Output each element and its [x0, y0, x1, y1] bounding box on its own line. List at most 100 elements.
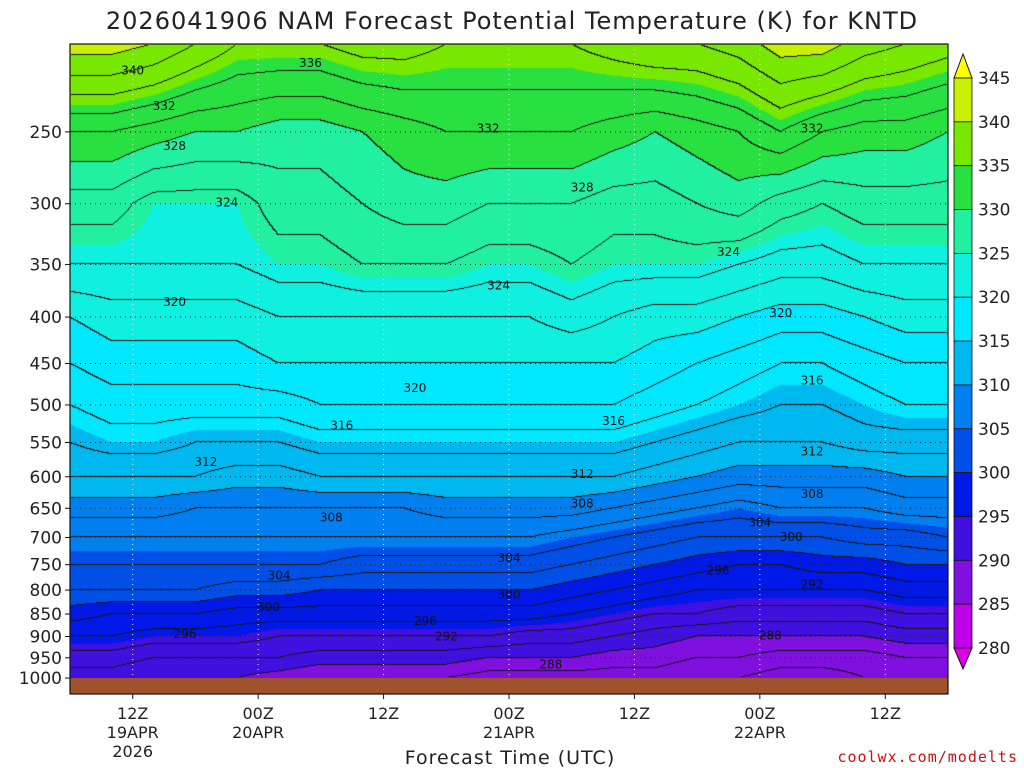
- colorbar-segment: [954, 253, 972, 297]
- x-tick-label: 12Z: [368, 704, 399, 723]
- contour-label: 320: [403, 381, 426, 395]
- y-tick-label: 300: [30, 195, 62, 215]
- contour-label: 328: [571, 181, 594, 195]
- contour-label: 304: [748, 516, 771, 530]
- x-tick-label: 00Z: [493, 704, 524, 723]
- colorbar-tick-label: 310: [978, 376, 1010, 396]
- x-tick-label: 19APR: [107, 723, 159, 742]
- contour-label: 320: [769, 306, 792, 320]
- colorbar-segment: [954, 78, 972, 122]
- colorbar-tick-label: 285: [978, 595, 1010, 615]
- contour-label: 288: [759, 629, 782, 643]
- contour-label: 316: [330, 419, 353, 433]
- y-tick-label: 650: [30, 499, 62, 519]
- contour-label: 308: [320, 510, 343, 524]
- y-axis: 2503003504004505005506006507007508008509…: [19, 123, 70, 689]
- credit-text: coolwx.com/modelts: [837, 748, 1018, 766]
- colorbar-tick-label: 300: [978, 464, 1010, 484]
- contour-label: 336: [299, 56, 322, 70]
- contour-label: 288: [539, 657, 562, 671]
- y-tick-label: 950: [30, 649, 62, 669]
- contour-label: 312: [801, 445, 824, 459]
- x-axis-label: Forecast Time (UTC): [405, 747, 615, 768]
- plot-area: 340 336 332 332 332 328 328 324 324 324 320 320 320 3…: [70, 44, 948, 694]
- y-tick-label: 800: [30, 581, 62, 601]
- colorbar-tick-label: 325: [978, 244, 1010, 264]
- contour-label: 332: [153, 99, 176, 113]
- contour-label: 300: [498, 588, 521, 602]
- y-tick-label: 750: [30, 556, 62, 576]
- colorbar-tick-label: 315: [978, 332, 1010, 352]
- contour-label: 328: [163, 139, 186, 153]
- y-tick-label: 350: [30, 255, 62, 275]
- contour-label: 332: [801, 122, 824, 136]
- colorbar-segment: [954, 604, 972, 648]
- contour-label: 296: [174, 627, 197, 641]
- chart-title: 2026041906 NAM Forecast Potential Temper…: [106, 7, 918, 35]
- contour-label: 304: [268, 569, 291, 583]
- contour-label: 320: [163, 295, 186, 309]
- y-tick-label: 450: [30, 354, 62, 374]
- colorbar-tick-label: 330: [978, 201, 1010, 221]
- colorbar-segment: [954, 473, 972, 517]
- colorbar-tick-label: 295: [978, 507, 1010, 527]
- x-tick-label: 12Z: [870, 704, 901, 723]
- contour-label: 292: [435, 629, 458, 643]
- contour-label: 340: [121, 64, 144, 78]
- colorbar-segment: [954, 560, 972, 604]
- colorbar-segment: [954, 297, 972, 341]
- ground-bar: [70, 678, 948, 694]
- colorbar-tick-label: 320: [978, 288, 1010, 308]
- colorbar-tick-label: 340: [978, 113, 1010, 133]
- y-tick-label: 700: [30, 528, 62, 548]
- contour-label: 324: [215, 195, 238, 209]
- colorbar-tick-label: 290: [978, 551, 1010, 571]
- contour-label: 324: [717, 245, 740, 259]
- colorbar-segment: [954, 166, 972, 210]
- colorbar-tick-label: 345: [978, 69, 1010, 89]
- colorbar-segment: [954, 429, 972, 473]
- x-tick-label: 00Z: [744, 704, 775, 723]
- contour-label: 332: [477, 122, 500, 136]
- y-tick-label: 400: [30, 308, 62, 328]
- y-tick-label: 850: [30, 605, 62, 625]
- colorbar-tick-label: 305: [978, 420, 1010, 440]
- contour-label: 300: [780, 530, 803, 544]
- y-tick-label: 1000: [19, 669, 62, 689]
- contour-label: 316: [801, 374, 824, 388]
- contour-label: 312: [571, 467, 594, 481]
- colorbar-top-arrow: [954, 54, 972, 78]
- colorbar: 345 340 335 330 325 320 315 310 305 300 295 290 285 2…: [954, 54, 1010, 669]
- contour-label: 312: [194, 455, 217, 469]
- colorbar-segment: [954, 122, 972, 166]
- y-tick-label: 600: [30, 468, 62, 488]
- contour-label: 324: [487, 278, 510, 292]
- colorbar-segment: [954, 385, 972, 429]
- x-tick-label: 12Z: [619, 704, 650, 723]
- colorbar-segment: [954, 516, 972, 560]
- contour-label: 296: [707, 563, 730, 577]
- x-tick-label: 22APR: [734, 723, 786, 742]
- y-tick-label: 900: [30, 627, 62, 647]
- x-tick-label: 21APR: [483, 723, 535, 742]
- colorbar-tick-label: 280: [978, 639, 1010, 659]
- y-tick-label: 250: [30, 123, 62, 143]
- x-tick-label: 00Z: [242, 704, 273, 723]
- contour-label: 308: [571, 496, 594, 510]
- x-tick-label: 2026: [112, 742, 153, 761]
- y-tick-label: 500: [30, 396, 62, 416]
- contour-label: 296: [414, 614, 437, 628]
- x-tick-label: 20APR: [232, 723, 284, 742]
- colorbar-segment: [954, 210, 972, 254]
- contour-label: 308: [801, 487, 824, 501]
- contour-label: 300: [257, 600, 280, 614]
- y-tick-label: 550: [30, 433, 62, 453]
- contour-label: 316: [602, 414, 625, 428]
- colorbar-segment: [954, 341, 972, 385]
- colorbar-bottom-arrow: [954, 648, 972, 669]
- x-tick-label: 12Z: [117, 704, 148, 723]
- colorbar-tick-label: 335: [978, 157, 1010, 177]
- contour-label: 304: [498, 551, 521, 565]
- contour-label: 292: [801, 578, 824, 592]
